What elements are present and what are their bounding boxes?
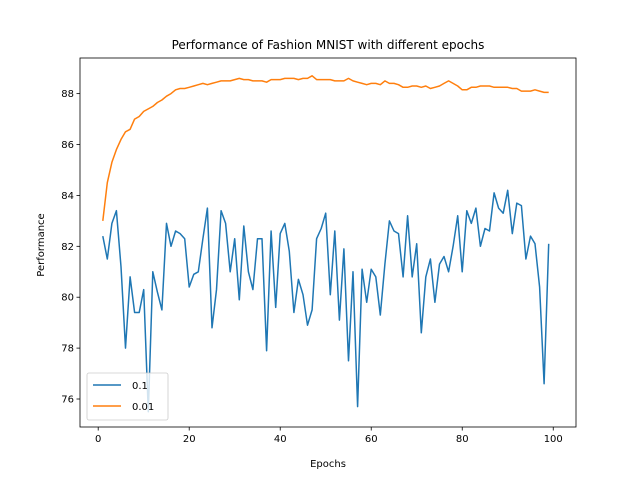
legend: 0.1 0.01 [86,372,169,421]
legend-label-0: 0.1 [132,381,148,392]
y-axis-label: Performance [36,213,47,276]
x-tick-label: 0 [95,434,101,445]
x-tick-label: 20 [183,434,196,445]
chart-title: Performance of Fashion MNIST with differ… [172,38,485,52]
series-line-1 [102,75,549,221]
x-tick-label: 80 [456,434,469,445]
y-tick-label: 82 [61,242,74,253]
legend-label-1: 0.01 [132,402,154,413]
y-tick-label: 78 [61,344,74,355]
x-tick-label: 40 [274,434,287,445]
legend-box [86,372,169,421]
y-tick-label: 86 [61,140,74,151]
y-tick-label: 80 [61,293,74,304]
series-line-0 [102,189,550,413]
y-tick-label: 84 [61,191,74,202]
plot-lines [102,75,550,413]
plot-frame [79,57,577,428]
y-tick-label: 88 [61,89,74,100]
x-tick-label: 100 [544,434,563,445]
x-axis-label: Epochs [310,459,346,470]
x-tick-label: 60 [365,434,378,445]
axes: 0 20 40 60 80 100 76 78 80 82 84 86 88 [61,57,577,445]
y-tick-label: 76 [61,395,74,406]
